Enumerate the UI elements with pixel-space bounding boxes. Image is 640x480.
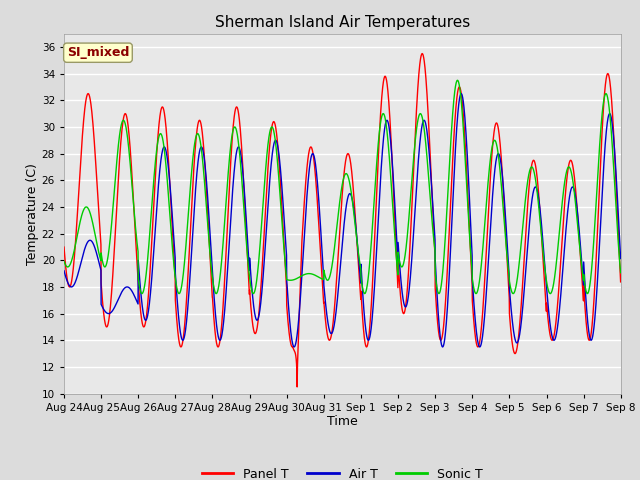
X-axis label: Time: Time — [327, 415, 358, 429]
Text: SI_mixed: SI_mixed — [67, 46, 129, 59]
Legend: Panel T, Air T, Sonic T: Panel T, Air T, Sonic T — [196, 463, 488, 480]
Title: Sherman Island Air Temperatures: Sherman Island Air Temperatures — [215, 15, 470, 30]
Y-axis label: Temperature (C): Temperature (C) — [26, 163, 39, 264]
